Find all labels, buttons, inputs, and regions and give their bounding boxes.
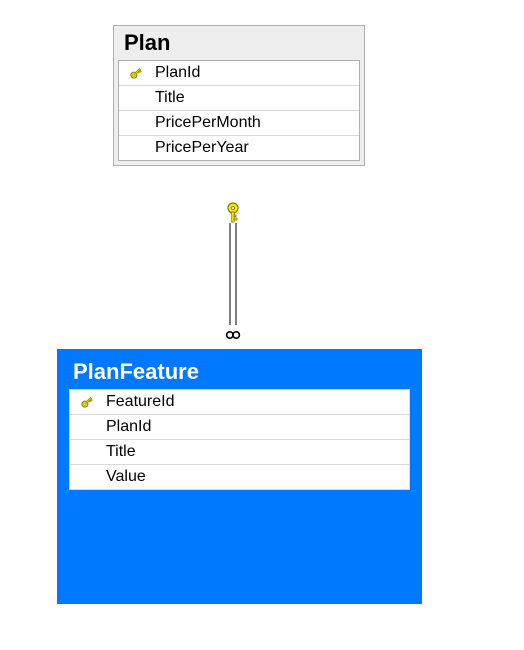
table-row[interactable]: Value [70, 465, 409, 489]
field-label: PricePerYear [153, 139, 359, 157]
entity-planfeature-header: PlanFeature [63, 355, 416, 389]
field-label: PricePerMonth [153, 114, 359, 132]
entity-plan[interactable]: Plan PlanId Title Pri [113, 25, 365, 166]
entity-plan-body: PlanId Title PricePerMonth PricePerYear [118, 60, 360, 161]
table-row[interactable]: PricePerMonth [119, 111, 359, 136]
primary-key-cell [70, 394, 104, 410]
relationship-connector [215, 201, 251, 349]
table-row[interactable]: PlanId [70, 415, 409, 440]
key-icon [128, 65, 144, 81]
field-label: Title [153, 89, 359, 107]
primary-key-cell [119, 65, 153, 81]
table-row[interactable]: Title [70, 440, 409, 465]
entity-planfeature-body: FeatureId PlanId Title Value [69, 389, 410, 490]
field-label: PlanId [153, 64, 359, 82]
field-label: FeatureId [104, 393, 409, 411]
many-end-icon [227, 332, 240, 338]
key-icon [79, 394, 95, 410]
table-row[interactable]: FeatureId [70, 390, 409, 415]
entity-plan-header: Plan [114, 26, 364, 60]
field-label: Value [104, 468, 409, 486]
table-row[interactable]: PlanId [119, 61, 359, 86]
key-end-icon [228, 203, 238, 222]
table-row[interactable]: Title [119, 86, 359, 111]
entity-planfeature[interactable]: PlanFeature FeatureId PlanId [57, 349, 422, 604]
field-label: Title [104, 443, 409, 461]
field-label: PlanId [104, 418, 409, 436]
table-row[interactable]: PricePerYear [119, 136, 359, 160]
